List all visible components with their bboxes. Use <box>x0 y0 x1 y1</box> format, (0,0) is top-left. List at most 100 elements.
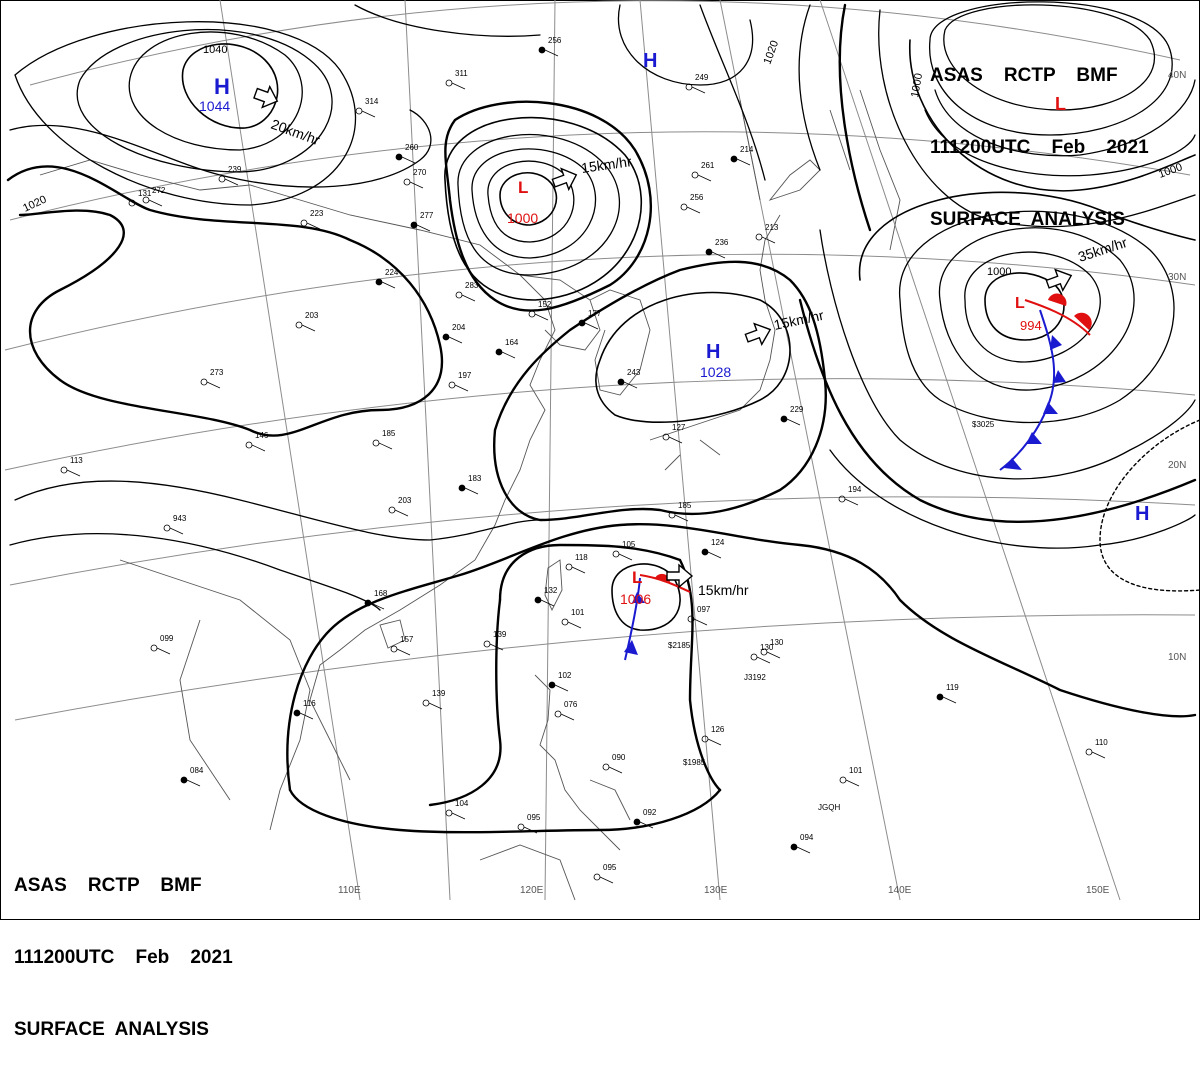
station-circle-icon <box>534 596 542 604</box>
isobar-label: 1020 <box>762 39 782 66</box>
station-circle-icon <box>790 843 798 851</box>
ship-id: $2185 <box>668 641 691 650</box>
wind-barb-icon <box>1091 751 1106 759</box>
wind-barb-icon <box>786 418 801 426</box>
station-pressure-value: 084 <box>190 766 204 775</box>
station-plots: 256 311 314 260 270 239 277 223 272 224 283 203 204 2… <box>60 36 1108 884</box>
station-pressure-value: 185 <box>678 501 692 510</box>
station-pressure-value: 094 <box>800 833 814 842</box>
station-pressure-value: 099 <box>160 634 174 643</box>
station-circle-icon <box>483 640 491 648</box>
coast-hokkaido <box>768 159 821 201</box>
wind-barb-icon <box>560 713 575 721</box>
station-circle-icon <box>180 776 188 784</box>
wind-barb-icon <box>618 553 633 561</box>
station-pressure-value: 194 <box>848 485 862 494</box>
wind-barb-icon <box>501 351 516 359</box>
station-pressure-value: 116 <box>303 699 316 708</box>
station-pressure-value: 130 <box>770 638 784 647</box>
station-circle-icon <box>445 809 453 817</box>
lon-label: 130E <box>704 885 728 896</box>
wind-barb-icon <box>489 643 504 651</box>
front-symbols <box>624 293 1092 655</box>
station-circle-icon <box>388 506 396 514</box>
high-1028-symbol: H <box>706 341 720 363</box>
wind-barb-icon <box>381 281 396 289</box>
lat-label: 30N <box>1168 272 1186 283</box>
station-pressure-value: 183 <box>468 474 482 483</box>
wind-barb-icon <box>707 738 722 746</box>
station-pressure-value: 095 <box>603 863 617 872</box>
fronts <box>624 299 1091 661</box>
coast-japan <box>649 214 781 471</box>
wind-barb-icon <box>668 436 683 444</box>
wind-barb-icon <box>766 651 781 659</box>
station-circle-icon <box>554 710 562 718</box>
station-pressure-value: 197 <box>458 371 472 380</box>
wind-barb-icon <box>639 821 654 829</box>
low-994-symbol: L <box>1015 295 1025 312</box>
wind-barb-icon <box>554 684 569 692</box>
wind-barb-icon <box>464 487 479 495</box>
ship-id: JGQH <box>818 803 840 812</box>
station-circle-icon <box>612 550 620 558</box>
wind-barb-icon <box>134 202 149 210</box>
station-circle-icon <box>755 233 763 241</box>
wind-barb-icon <box>451 812 466 820</box>
station-pressure-value: 146 <box>255 431 269 440</box>
cold-front-ne <box>999 309 1056 471</box>
station-circle-icon <box>633 818 641 826</box>
station-circle-icon <box>372 439 380 447</box>
movement-arrow-icon <box>1045 268 1073 292</box>
wind-barb-icon <box>796 846 811 854</box>
wind-barb-icon <box>361 110 376 118</box>
station-pressure-value: 102 <box>558 671 572 680</box>
station-pressure-value: 105 <box>622 540 636 549</box>
station-pressure-value: 270 <box>413 168 427 177</box>
wind-barb-icon <box>584 322 599 330</box>
pressure-centers: H 1044 H L 1000 H 1028 L L 994 L 1006 H <box>199 50 1149 607</box>
station-circle-icon <box>691 171 699 179</box>
station-pressure-value: 139 <box>432 689 446 698</box>
station-circle-icon <box>395 153 403 161</box>
wind-barb-icon <box>697 174 712 182</box>
wind-barb-icon <box>409 181 424 189</box>
station-circle-icon <box>495 348 503 356</box>
station-circle-icon <box>578 319 586 327</box>
wind-barb-icon <box>416 224 431 232</box>
station-pressure-value: 249 <box>695 73 709 82</box>
coast-sakhalin <box>739 99 761 201</box>
station-pressure-value: 203 <box>305 311 319 320</box>
wind-barb-icon <box>251 444 266 452</box>
wind-barb-icon <box>396 648 411 656</box>
low-ne-symbol: L <box>1055 94 1066 114</box>
station-circle-icon <box>218 175 226 183</box>
wind-barb-icon <box>942 696 957 704</box>
high-n-symbol: H <box>643 50 657 72</box>
station-pressure-value: 277 <box>420 211 434 220</box>
station-circle-icon <box>403 178 411 186</box>
station-pressure-value: 213 <box>765 223 779 232</box>
station-circle-icon <box>355 107 363 115</box>
wind-barb-icon <box>711 251 726 259</box>
lon-label: 140E <box>888 885 912 896</box>
wind-barb-icon <box>736 158 751 166</box>
station-pressure-value: 204 <box>452 323 466 332</box>
lat-label: 10N <box>1168 652 1186 663</box>
coastlines <box>39 89 901 901</box>
station-pressure-value: 090 <box>612 753 626 762</box>
wind-barb-icon <box>156 647 171 655</box>
wind-barb-icon <box>394 509 409 517</box>
wind-barb-icon <box>148 199 163 207</box>
station-pressure-value: 101 <box>849 766 863 775</box>
coast-china <box>39 159 556 781</box>
station-circle-icon <box>150 644 158 652</box>
station-circle-icon <box>375 278 383 286</box>
station-circle-icon <box>200 378 208 386</box>
station-circle-icon <box>838 495 846 503</box>
station-circle-icon <box>680 203 688 211</box>
station-circle-icon <box>390 645 398 653</box>
station-pressure-value: 243 <box>627 368 641 377</box>
low-1000-symbol: L <box>518 178 528 197</box>
wind-barb-icon <box>401 156 416 164</box>
